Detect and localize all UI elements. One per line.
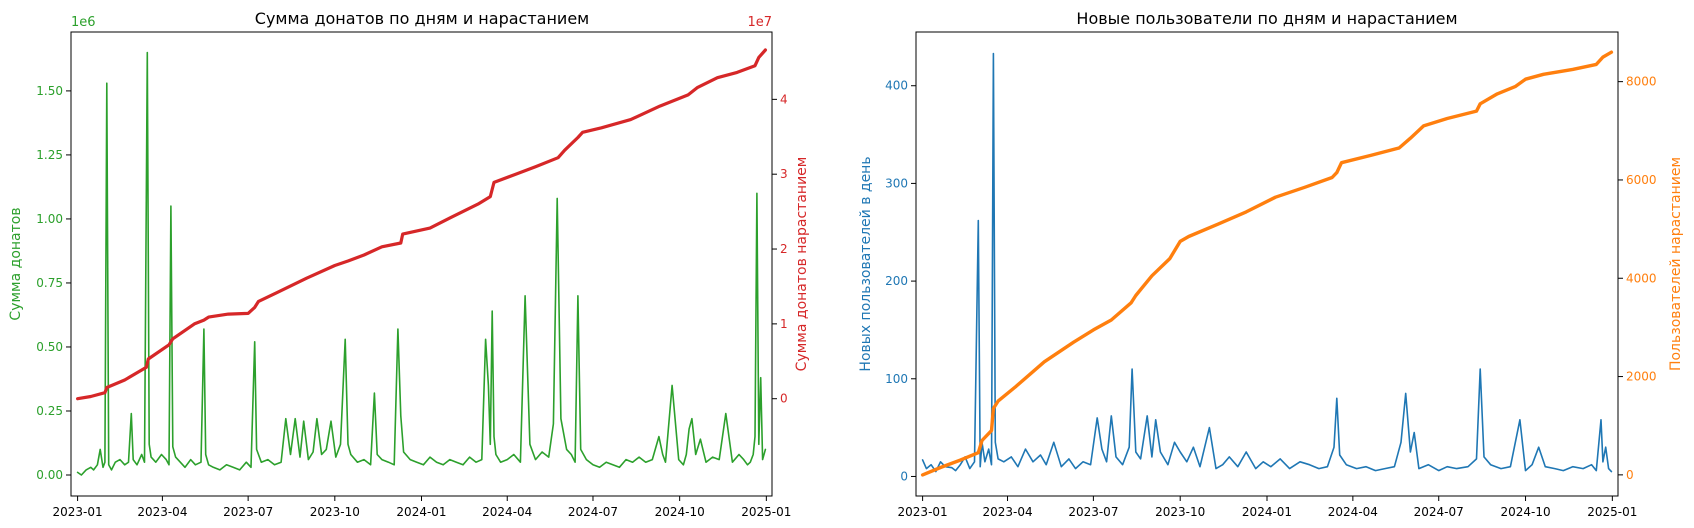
x-tick-label: 2023-04 (137, 505, 187, 519)
y-axis-right: 0 1 2 3 4 (772, 92, 788, 406)
y-right-tick-label: 1 (780, 317, 788, 331)
x-tick-label: 2024-10 (655, 505, 705, 519)
x-tick-label: 2024-07 (1414, 505, 1464, 519)
x-tick-label: 2024-04 (482, 505, 532, 519)
x-tick-label: 2023-07 (1068, 505, 1118, 519)
x-tick-label: 2023-01 (53, 505, 103, 519)
y-right-tick-label: 4 (780, 92, 788, 106)
y-right-tick-label: 3 (780, 167, 788, 181)
y-axis-right-label: Сумма донатов нарастанием (794, 157, 810, 372)
y-left-tick-label: 0.25 (36, 404, 63, 418)
y-right-tick-label: 0 (780, 392, 788, 406)
x-tick-label: 2023-10 (310, 505, 360, 519)
x-tick-label: 2024-04 (1328, 505, 1378, 519)
users-chart: Новые пользователи по дням и нарастанием… (858, 9, 1684, 519)
y-left-tick-label: 0 (900, 469, 908, 483)
x-tick-label: 2023-07 (223, 505, 273, 519)
x-tick-label: 2025-01 (741, 505, 791, 519)
y-axis-left-label: Сумма донатов (8, 207, 24, 320)
chart-title: Сумма донатов по дням и нарастанием (255, 9, 589, 28)
series-group (75, 48, 768, 476)
x-tick-label: 2024-07 (568, 505, 618, 519)
y-axis-left-label: Новых пользователей в день (858, 156, 874, 371)
daily-series-line (76, 51, 767, 476)
y-left-tick-label: 400 (885, 79, 908, 93)
y-axis-right: 0 2000 4000 6000 8000 (1618, 75, 1657, 482)
cumulative-series-line (920, 50, 1614, 477)
y-left-tick-label: 300 (885, 176, 908, 190)
y-left-tick-label: 0.00 (36, 468, 63, 482)
series-group (920, 50, 1614, 477)
y-left-tick-label: 0.75 (36, 276, 63, 290)
y-right-tick-label: 2000 (1626, 370, 1657, 384)
y-axis-left-multiplier: 1e6 (71, 15, 96, 30)
x-tick-label: 2024-10 (1500, 505, 1550, 519)
y-right-tick-label: 4000 (1626, 271, 1657, 285)
y-axis-right-label: Пользователей нарастанием (1668, 157, 1684, 371)
y-left-tick-label: 100 (885, 372, 908, 386)
x-tick-label: 2023-01 (898, 505, 948, 519)
x-tick-label: 2023-10 (1155, 505, 1205, 519)
x-tick-label: 2025-01 (1587, 505, 1637, 519)
x-tick-label: 2023-04 (982, 505, 1032, 519)
y-right-tick-label: 6000 (1626, 173, 1657, 187)
x-tick-label: 2024-01 (1242, 505, 1292, 519)
y-axis-left: 0 100 200 300 400 (885, 79, 916, 483)
x-axis: 2023-01 2023-04 2023-07 2023-10 2024-01 2024-… (898, 496, 1637, 519)
y-left-tick-label: 200 (885, 274, 908, 288)
chart-title: Новые пользователи по дням и нарастанием (1076, 9, 1457, 28)
donations-chart: Сумма донатов по дням и нарастанием 2023… (8, 9, 810, 519)
y-left-tick-label: 0.50 (36, 340, 63, 354)
y-left-tick-label: 1.25 (36, 148, 63, 162)
y-right-tick-label: 0 (1626, 468, 1634, 482)
x-axis: 2023-01 2023-04 2023-07 2023-10 2024-01 2024-… (53, 496, 791, 519)
y-right-tick-label: 8000 (1626, 75, 1657, 89)
x-tick-label: 2024-01 (396, 505, 446, 519)
y-left-tick-label: 1.00 (36, 212, 63, 226)
y-right-tick-label: 2 (780, 242, 788, 256)
daily-series-line (921, 52, 1613, 473)
cumulative-series-line (75, 48, 768, 401)
y-axis-right-multiplier: 1e7 (747, 15, 772, 30)
y-left-tick-label: 1.50 (36, 84, 63, 98)
y-axis-left: 0.00 0.25 0.50 0.75 1.00 1.25 1.50 (36, 84, 71, 482)
